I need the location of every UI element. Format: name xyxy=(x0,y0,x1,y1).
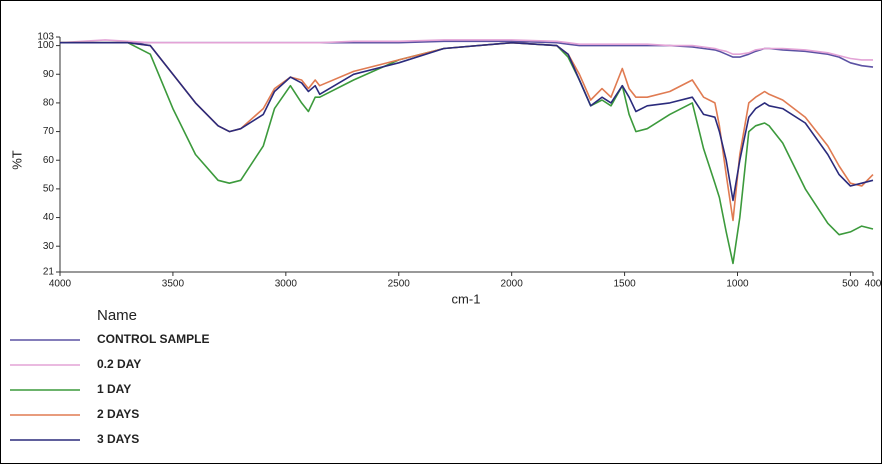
x-tick-label: 1500 xyxy=(613,279,636,290)
y-tick-label: 21 xyxy=(43,267,55,278)
x-tick-label: 4000 xyxy=(49,279,72,290)
y-tick-label: 30 xyxy=(43,241,55,252)
legend-label: 1 DAY xyxy=(97,382,131,396)
legend-label: CONTROL SAMPLE xyxy=(97,332,209,346)
legend-title: Name xyxy=(97,307,137,324)
series-line xyxy=(60,40,874,68)
legend-label: 2 DAYS xyxy=(97,407,139,421)
legend-label: 3 DAYS xyxy=(97,432,139,446)
x-tick-label: 3000 xyxy=(275,279,298,290)
y-tick-label: 100 xyxy=(37,40,54,51)
y-tick-label: 70 xyxy=(43,126,55,137)
series-line xyxy=(60,41,874,202)
y-tick-label: 80 xyxy=(43,98,55,109)
y-tick-label: 103 xyxy=(37,32,54,43)
y-tick-label: 60 xyxy=(43,155,55,166)
y-tick-label: 50 xyxy=(43,184,55,195)
x-tick-label: 500 xyxy=(842,279,859,290)
y-axis-title: %T xyxy=(9,150,24,170)
y-tick-label: 40 xyxy=(43,212,55,223)
series-line xyxy=(60,41,874,265)
series-line xyxy=(60,41,874,222)
x-tick-label: 1000 xyxy=(726,279,749,290)
x-tick-label: 3500 xyxy=(162,279,185,290)
x-tick-label: 2500 xyxy=(388,279,411,290)
series-line xyxy=(59,39,873,61)
x-axis-title: cm-1 xyxy=(452,291,481,306)
x-tick-label: 400 xyxy=(865,279,882,290)
x-tick-label: 2000 xyxy=(501,279,524,290)
y-tick-label: 90 xyxy=(43,69,55,80)
legend-label: 0.2 DAY xyxy=(97,357,141,371)
